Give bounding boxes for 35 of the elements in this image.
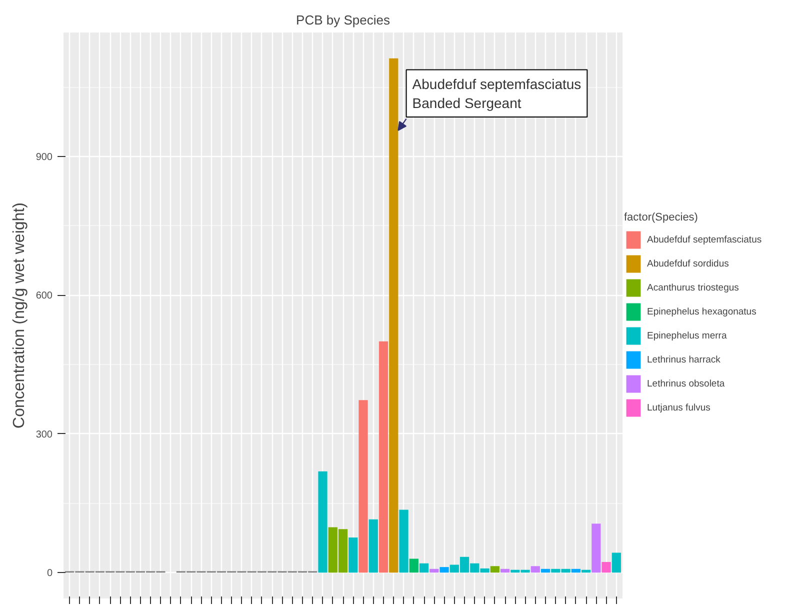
bar xyxy=(430,568,439,573)
bar xyxy=(592,524,601,573)
bar xyxy=(500,568,510,573)
bar xyxy=(440,567,449,573)
bar xyxy=(368,519,378,573)
legend-label: Epinephelus merra xyxy=(647,329,727,343)
bar xyxy=(490,566,500,573)
y-tick-label: 300 xyxy=(36,429,53,440)
legend-label: Epinephelus hexagonatus xyxy=(647,305,756,319)
bar xyxy=(571,568,580,573)
legend-label: Abudefduf sordidus xyxy=(647,257,729,271)
y-tick-label: 600 xyxy=(36,290,53,302)
bar xyxy=(612,552,621,573)
y-tick-label: 900 xyxy=(36,152,53,163)
bar xyxy=(530,566,540,573)
bar xyxy=(348,537,358,573)
legend-label: Acanthurus triostegus xyxy=(647,281,739,295)
legend-label: Lethrinus obsoleta xyxy=(647,377,725,391)
chart-title: PCB by Species xyxy=(296,12,390,28)
y-tick-label: 0 xyxy=(46,568,53,580)
legend-label: Lutjanus fulvus xyxy=(647,401,710,415)
legend-title: factor(Species) xyxy=(624,212,699,224)
bar xyxy=(540,568,550,573)
bar xyxy=(419,563,429,573)
bar xyxy=(602,562,611,573)
legend-label: Abudefduf septemfasciatus xyxy=(647,233,762,247)
bar xyxy=(389,58,398,573)
legend-label: Lethrinus harrack xyxy=(647,353,720,367)
bar xyxy=(318,471,328,573)
annotation: Abudefduf septemfasciatus Banded Sergeant xyxy=(412,76,582,111)
y-axis-title: Concentration (ng/g wet weight) xyxy=(10,202,28,428)
bar xyxy=(399,510,408,573)
bar xyxy=(358,400,368,573)
bar xyxy=(409,558,418,573)
bar xyxy=(378,341,388,573)
